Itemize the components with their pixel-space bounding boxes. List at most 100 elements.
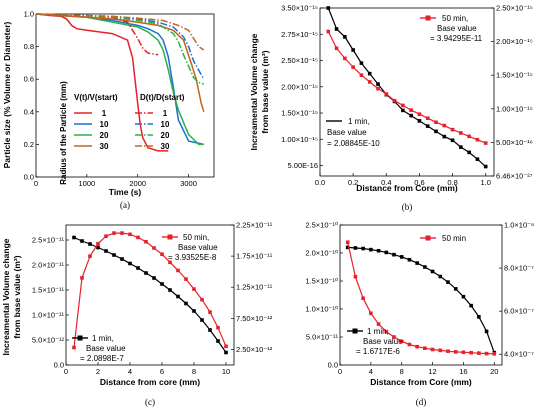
data-point-b-0 [326,6,331,10]
legend-col-title-v: V(t)/V(start) [74,93,118,102]
legend-marker-b-50min [425,15,431,21]
data-point-d-1 [423,346,427,350]
annotation-d-1min-3: = 1.6717E-6 [356,347,400,356]
series-line-a-7 [35,13,205,51]
data-point-d-1 [484,351,489,356]
ytick-label-right-c: 2.50×10⁻¹² [236,345,273,354]
xtick-label-d: 4 [369,367,373,376]
data-point-b-0 [359,61,364,65]
legend-d-50min: 50 min [420,234,466,243]
axes-d: 0 4 8 12 16 20 0.0 5.0×10⁻¹¹ 1.0×10⁻¹⁰ 1.5×10⁻¹⁰ 2… [305,221,534,377]
xtick-label-b: 0.8 [447,178,457,187]
xlabel-d: Distance from Core (mm) [370,377,472,387]
xlabel-b: Distance from Core (mm) [356,183,458,193]
ytick-label-right-c: 1.75×10⁻¹¹ [236,252,273,261]
series-group-b [326,6,488,169]
legend-row-title: Radius of the Particle (mm) [59,81,68,185]
series-group-a [35,13,205,152]
legend-a: V(t)/V(start) D(t)/D(start) Radius of th… [59,81,185,185]
data-point-d-0 [430,269,435,274]
ytick-label-right-b: 1.00×10⁻¹⁵ [496,104,533,113]
series-line-a-0 [35,13,169,152]
data-point-b-1 [459,131,463,135]
data-point-b-0 [483,164,488,169]
annotation-b-50min-1: 50 min, [442,14,468,23]
panel-label-b: (b) [402,202,413,212]
data-point-c-0 [208,328,212,332]
data-point-c-1 [200,297,204,302]
data-point-b-0 [467,150,471,155]
legend-label-v-20: 20 [100,131,109,140]
xtick-label-c: 0 [64,367,68,376]
series-line-a-6 [35,13,205,85]
annotation-c-1min-3: = 2.0898E-7 [80,354,124,363]
data-point-d-1 [492,352,497,356]
ytick-label-left-d: 0.0 [328,361,338,370]
xtick-label-d: 20 [490,367,498,376]
data-point-b-1 [367,80,372,84]
data-point-b-0 [475,157,480,161]
data-point-d-1 [461,350,466,355]
data-point-c-0 [96,245,100,250]
ytick-label-left-b: 1.00×10⁻¹⁵ [281,135,318,144]
data-point-d-1 [376,322,381,326]
data-point-b-0 [334,27,339,31]
legend-marker-d-1min [352,328,358,334]
data-point-d-1 [399,339,404,344]
series-group-c [72,231,228,355]
data-point-b-1 [483,141,488,145]
ytick-label-left-d: 1.0×10⁻¹⁰ [305,305,338,314]
ylabel-a: Particle size (% Volume or Diameter) [2,21,12,168]
ytick-label-right-b: 1.50×10⁻¹⁵ [496,71,533,80]
data-point-d-0 [369,247,373,252]
data-point-b-0 [450,138,455,143]
data-point-d-0 [484,329,489,334]
xtick-label-c: 4 [128,367,132,376]
legend-label-v-1: 1 [102,109,107,118]
ytick-label-left-c: 2.0×10⁻¹¹ [32,261,65,270]
data-point-c-1 [104,234,108,238]
data-point-c-0 [176,294,180,299]
plot-frame-c [65,224,235,366]
data-point-b-1 [425,116,430,121]
xtick-label-c: 2 [96,367,100,376]
ytick-label-left-c: 2.5×10⁻¹¹ [32,236,65,245]
panel-label-c: (c) [145,397,155,407]
data-point-c-0 [112,253,116,257]
data-point-c-0 [192,309,196,313]
data-point-c-0 [216,339,220,343]
data-point-d-0 [345,245,350,250]
xtick-label-b: 1.0 [480,178,490,187]
data-point-d-0 [361,246,365,251]
data-point-b-0 [409,113,413,118]
data-point-c-1 [112,231,116,235]
data-point-b-1 [442,123,447,128]
data-point-c-1 [224,344,228,349]
data-point-d-0 [461,294,466,299]
plot-frame-d [339,224,503,366]
data-point-b-1 [359,73,364,77]
ytick-label-left-c: 0.0 [54,361,64,370]
data-point-d-0 [438,274,443,279]
ytick-label-left-a: 0.8 [24,42,34,51]
ytick-label-left-b: 2.75×10⁻¹⁵ [281,30,318,39]
ytick-label-right-c: 2.25×10⁻¹¹ [236,221,273,230]
data-point-b-1 [384,92,389,96]
data-point-d-1 [384,329,389,334]
ytick-label-right-b: 6.46×10⁻²⁷ [496,172,533,181]
ytick-label-right-b: 2.00×10⁻¹⁵ [496,37,533,46]
data-point-b-0 [351,48,355,52]
ytick-label-right-b: 2.50×10⁻¹⁵ [496,4,533,13]
data-point-b-1 [376,86,380,91]
annotation-b-1min-3: = 2.08845E-10 [327,139,380,148]
xtick-label-b: 0.6 [414,178,424,187]
ytick-label-left-d: 5.0×10⁻¹¹ [306,333,339,342]
annotation-c-50min-1: 50 min, [183,233,209,242]
legend-label-d-1: 1 [163,109,168,118]
data-point-d-1 [369,311,373,316]
legend-label-v-10: 10 [100,120,109,129]
series-group-d [345,240,497,356]
data-point-b-0 [434,129,438,134]
ytick-label-right-d: 4.0×10⁻⁷ [504,350,534,359]
data-point-b-1 [392,98,397,103]
